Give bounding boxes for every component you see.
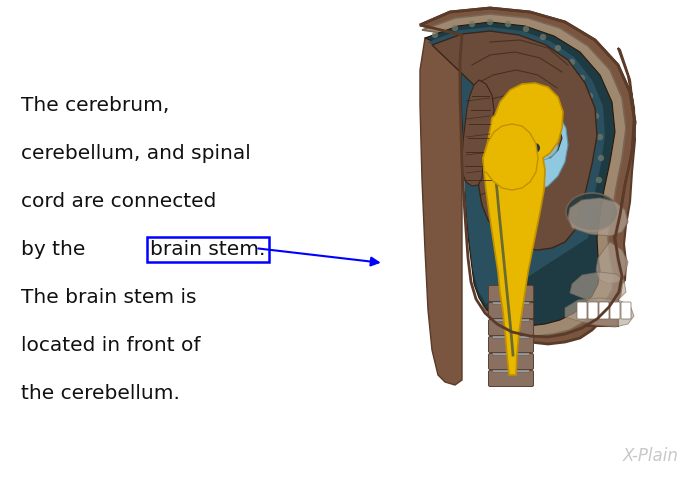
- Circle shape: [505, 21, 511, 27]
- FancyBboxPatch shape: [588, 302, 598, 319]
- Circle shape: [593, 113, 599, 119]
- Polygon shape: [422, 14, 626, 336]
- Circle shape: [598, 155, 604, 161]
- Polygon shape: [585, 48, 635, 326]
- Polygon shape: [483, 124, 538, 190]
- FancyBboxPatch shape: [599, 302, 609, 319]
- Circle shape: [530, 143, 540, 153]
- Circle shape: [587, 93, 593, 99]
- FancyBboxPatch shape: [493, 368, 529, 372]
- Polygon shape: [462, 80, 494, 186]
- Polygon shape: [568, 198, 628, 236]
- FancyBboxPatch shape: [577, 302, 587, 319]
- Polygon shape: [428, 27, 605, 304]
- FancyBboxPatch shape: [489, 353, 533, 370]
- FancyBboxPatch shape: [610, 302, 620, 319]
- FancyBboxPatch shape: [489, 336, 533, 352]
- Text: by the: by the: [21, 240, 85, 259]
- Text: cerebellum, and spinal: cerebellum, and spinal: [21, 144, 251, 163]
- Polygon shape: [492, 102, 568, 193]
- Polygon shape: [432, 31, 597, 250]
- Circle shape: [555, 45, 561, 51]
- Circle shape: [596, 177, 602, 183]
- FancyBboxPatch shape: [493, 316, 529, 322]
- Text: The cerebrum,: The cerebrum,: [21, 96, 169, 115]
- Circle shape: [579, 75, 585, 81]
- FancyBboxPatch shape: [621, 302, 631, 319]
- Polygon shape: [495, 107, 562, 160]
- Circle shape: [569, 59, 575, 65]
- Ellipse shape: [566, 193, 618, 231]
- Ellipse shape: [512, 131, 558, 161]
- FancyBboxPatch shape: [493, 350, 529, 356]
- Polygon shape: [596, 242, 628, 284]
- Circle shape: [469, 21, 475, 27]
- Polygon shape: [483, 83, 563, 375]
- FancyBboxPatch shape: [489, 286, 533, 301]
- Circle shape: [432, 32, 438, 38]
- Circle shape: [523, 26, 529, 32]
- FancyBboxPatch shape: [493, 334, 529, 338]
- FancyBboxPatch shape: [489, 371, 533, 386]
- Text: the cerebellum.: the cerebellum.: [21, 384, 180, 403]
- Text: cord are connected: cord are connected: [21, 192, 216, 211]
- FancyBboxPatch shape: [489, 320, 533, 336]
- FancyBboxPatch shape: [489, 302, 533, 319]
- Circle shape: [597, 134, 603, 140]
- Circle shape: [540, 34, 546, 40]
- Polygon shape: [425, 22, 615, 326]
- Text: X-Plain: X-Plain: [623, 447, 679, 465]
- Text: brain stem.: brain stem.: [150, 240, 266, 259]
- Polygon shape: [420, 34, 462, 385]
- Polygon shape: [570, 272, 626, 302]
- FancyBboxPatch shape: [493, 300, 529, 304]
- Circle shape: [452, 25, 458, 31]
- Polygon shape: [420, 8, 635, 344]
- Text: The brain stem is: The brain stem is: [21, 288, 197, 307]
- Polygon shape: [565, 298, 634, 327]
- Text: located in front of: located in front of: [21, 336, 200, 355]
- Polygon shape: [590, 122, 630, 314]
- Circle shape: [486, 19, 493, 25]
